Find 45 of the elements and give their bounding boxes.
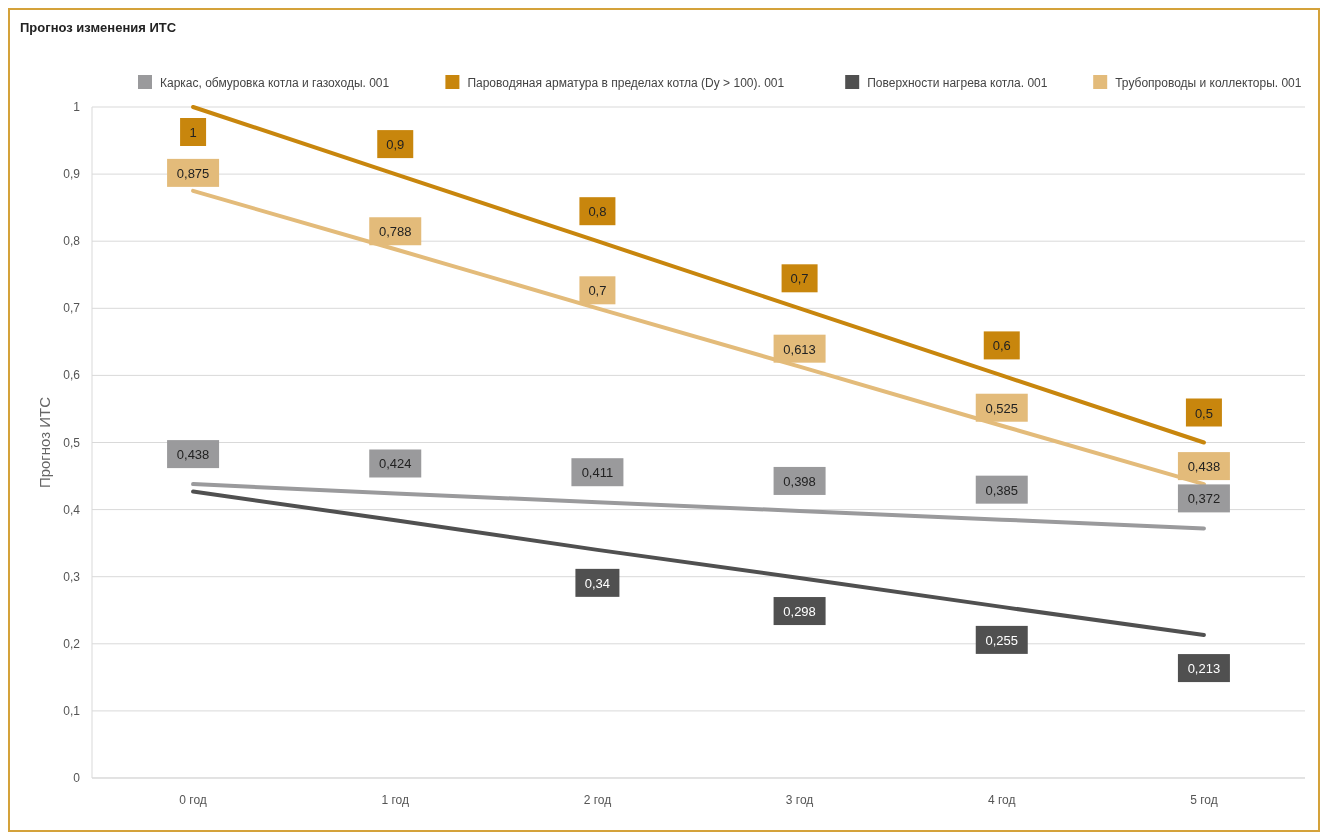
data-label: 0,438 [176, 447, 210, 463]
x-tick-label: 3 год [785, 793, 814, 807]
data-label: 0,411 [581, 465, 614, 481]
y-tick-label: 0,3 [63, 569, 81, 584]
x-tick-label: 0 год [179, 793, 207, 807]
data-label: 0,7 [790, 271, 809, 287]
x-tick-label: 4 год [987, 793, 1016, 807]
x-tick-label: 5 год [1190, 793, 1218, 807]
y-tick-label: 0,1 [63, 703, 81, 718]
y-tick-label: 0 [73, 771, 81, 785]
data-label: 0,525 [985, 400, 1019, 416]
x-tick-label: 1 год [381, 793, 410, 807]
y-tick-label: 1 [73, 100, 81, 114]
y-tick-label: 0,4 [63, 502, 81, 517]
y-axis-title: Прогноз ИТС [36, 396, 53, 489]
data-label: 1 [189, 125, 197, 140]
data-label: 0,34 [584, 575, 611, 591]
data-label: 0,298 [783, 604, 816, 620]
data-label: 0,255 [985, 632, 1019, 648]
y-tick-label: 0,6 [63, 368, 81, 383]
y-tick-label: 0,8 [63, 234, 81, 249]
data-label: 0,424 [378, 456, 412, 472]
data-label: 0,6 [992, 338, 1011, 354]
y-tick-label: 0,9 [63, 167, 81, 182]
data-label: 0,438 [1187, 459, 1221, 475]
x-tick-label: 2 год [583, 793, 612, 807]
y-tick-label: 0,7 [63, 301, 81, 316]
data-label: 0,875 [176, 165, 210, 181]
data-label: 0,613 [783, 341, 816, 357]
y-tick-label: 0,2 [63, 636, 81, 651]
legend-label: Пароводяная арматура в пределах котла (Dy > 100). 001 [467, 76, 785, 90]
data-label: 0,398 [783, 473, 816, 489]
data-label: 0,5 [1194, 405, 1213, 421]
legend-label: Поверхности нагрева котла. 001 [867, 76, 1048, 90]
data-label: 0,385 [985, 482, 1019, 498]
data-label: 0,788 [378, 224, 412, 240]
data-label: 0,8 [588, 204, 607, 220]
data-label: 0,372 [1187, 491, 1221, 507]
data-label: 0,7 [588, 283, 607, 299]
data-label: 0,9 [386, 137, 405, 153]
legend-label: Трубопроводы и коллекторы. 001 [1115, 76, 1302, 90]
legend-label: Каркас, обмуровка котла и газоходы. 001 [160, 76, 390, 90]
chart-title: Прогноз изменения ИТС [20, 20, 177, 35]
y-tick-label: 0,5 [63, 435, 81, 450]
data-label: 0,213 [1187, 661, 1221, 677]
